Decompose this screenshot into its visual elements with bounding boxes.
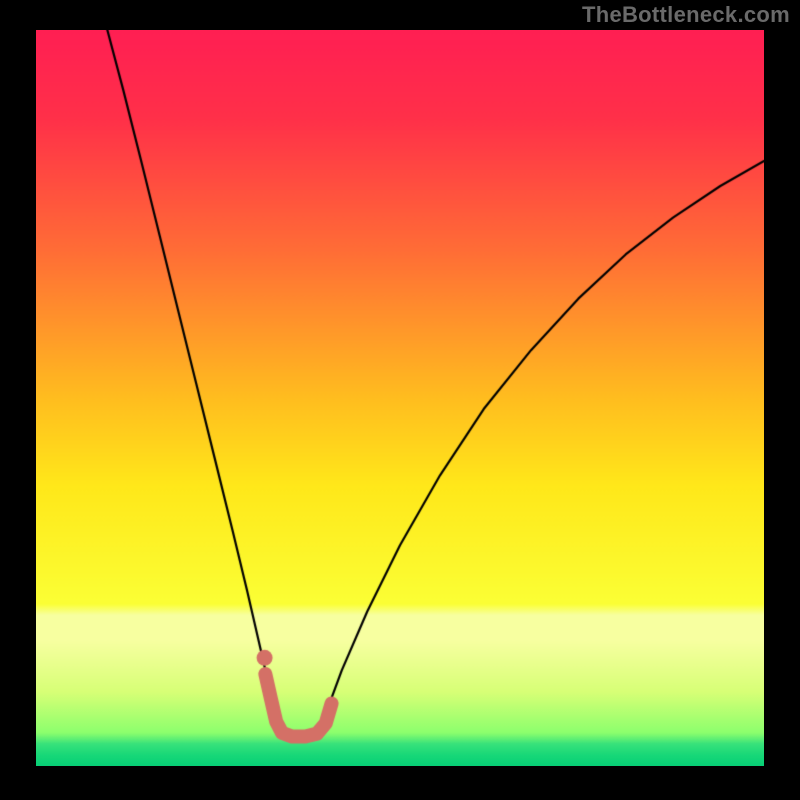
bottleneck-curve-chart — [36, 30, 764, 766]
chart-root: TheBottleneck.com — [0, 0, 800, 800]
watermark-label: TheBottleneck.com — [582, 2, 790, 28]
plot-area — [36, 30, 764, 766]
